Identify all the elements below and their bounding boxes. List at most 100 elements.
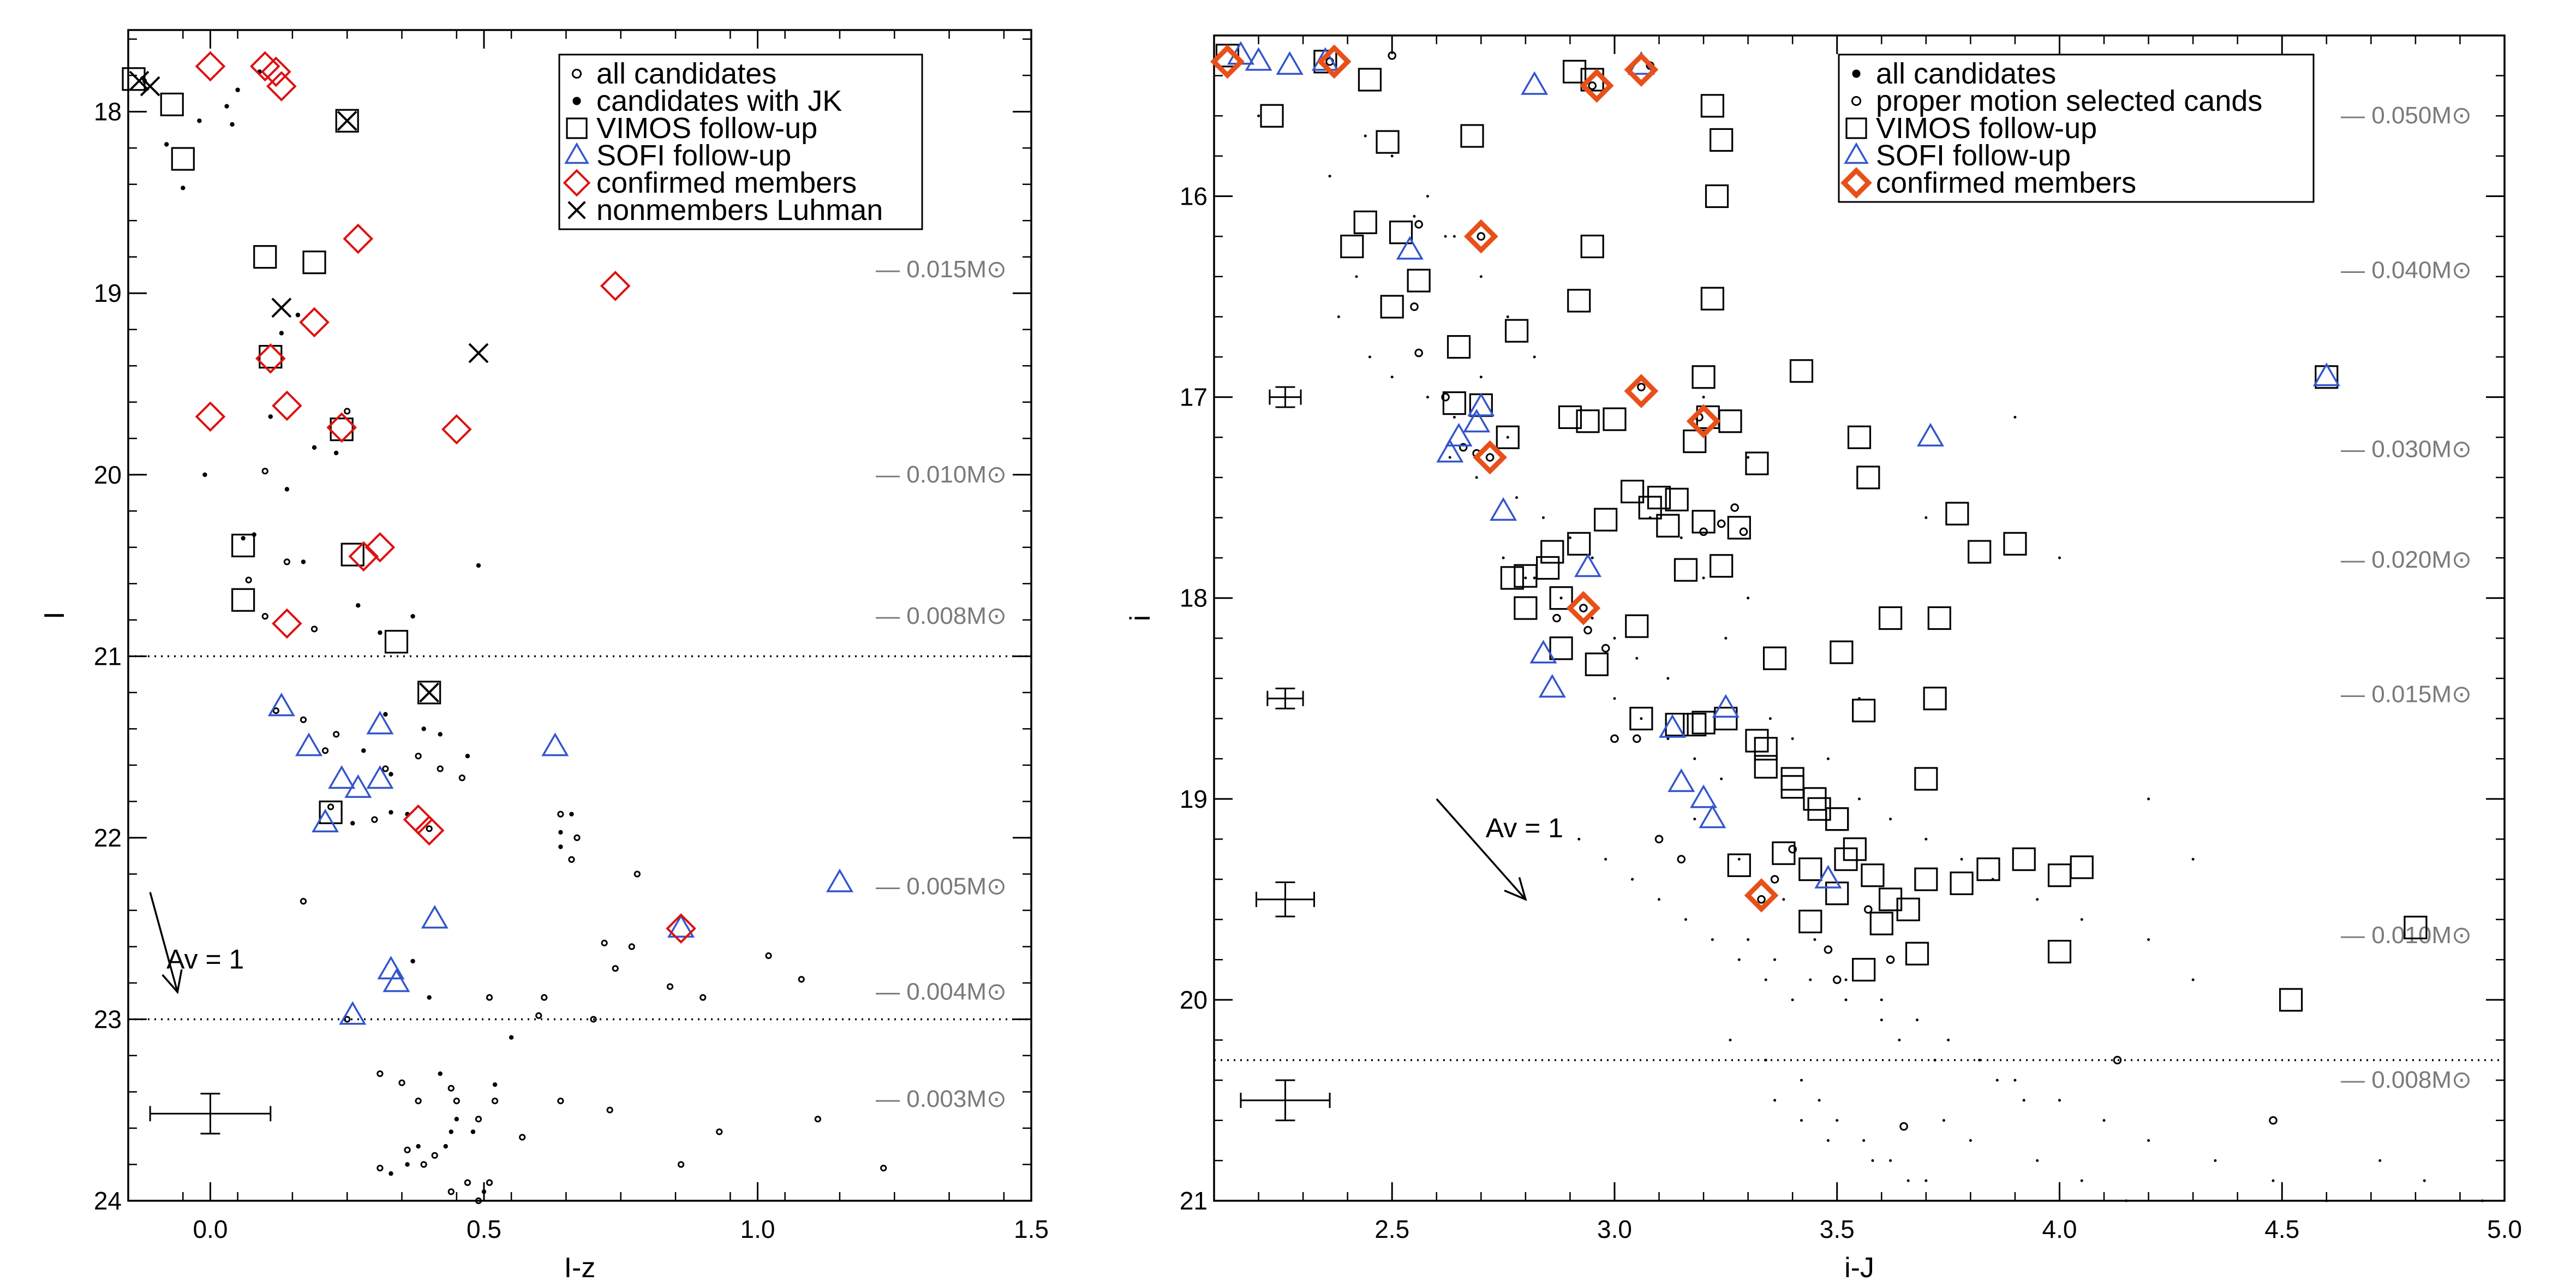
data-point-square-33 — [1856, 466, 1880, 490]
data-point-open-circle-33 — [475, 1116, 482, 1123]
data-point-filled-circle-3 — [1390, 154, 1394, 158]
data-point-filled-circle-12 — [1479, 376, 1483, 379]
data-point-filled-circle-6 — [1355, 275, 1358, 278]
data-point-square-1 — [160, 92, 184, 116]
data-point-triangle-7 — [421, 905, 449, 929]
data-point-open-circle-15 — [327, 803, 334, 811]
data-point-open-circle-43 — [557, 1097, 564, 1105]
data-point-filled-circle-29 — [1747, 597, 1750, 600]
data-point-diamond-13 — [348, 541, 379, 572]
data-point-square-74 — [1620, 479, 1645, 504]
data-point-cross-3 — [271, 297, 292, 318]
series-confirmed-members — [195, 51, 696, 944]
data-point-triangle-legend-3 — [1844, 142, 1869, 164]
data-point-filled-circle-34 — [410, 958, 415, 964]
data-point-filled-circle-93 — [1844, 998, 1848, 1002]
data-point-filled-circle-82 — [1711, 938, 1714, 941]
data-point-filled-circle-107 — [1889, 1159, 1892, 1162]
legend-label: proper motion selected cands — [1876, 85, 2262, 117]
series-sofi-follow-up — [267, 692, 853, 1025]
data-point-open-circle-40 — [491, 1097, 499, 1105]
data-point-square-5 — [302, 251, 326, 275]
data-point-open-circle-21 — [568, 856, 575, 863]
data-point-filled-circle-110 — [1453, 235, 1456, 238]
data-point-square-63 — [1772, 841, 1796, 865]
data-point-filled-circle-22 — [1591, 616, 1594, 620]
data-point-filled-circle-16 — [1515, 496, 1519, 499]
y-tick-label: 19 — [94, 279, 122, 307]
data-point-triangle-9 — [1490, 497, 1517, 521]
data-point-filled-circle-35 — [1889, 818, 1892, 821]
data-point-square-83 — [1585, 652, 1609, 676]
data-point-filled-circle-74 — [1666, 737, 1670, 740]
data-point-open-circle-18 — [1739, 527, 1748, 537]
data-point-open-circle-28 — [1654, 835, 1664, 844]
data-point-open-circle-14 — [300, 898, 307, 905]
data-point-triangle-1 — [295, 732, 323, 756]
y-tick-label: 21 — [1180, 1187, 1208, 1215]
data-point-triangle-22 — [2312, 362, 2340, 386]
data-point-square-16 — [1447, 335, 1471, 359]
data-point-filled-circle-91 — [1773, 958, 1777, 961]
x-tick-label: 4.0 — [2042, 1215, 2077, 1243]
mass-label: — 0.040M⊙ — [2341, 257, 2472, 284]
data-point-square-98 — [1567, 532, 1591, 556]
data-point-open-circle-36 — [415, 1097, 422, 1105]
data-point-square-66 — [1798, 909, 1822, 933]
y-tick-label: 18 — [94, 98, 122, 126]
right-panel: 2.5 3.0 3.5 4.0 4.5 5.0 16 17 18 19 20 21 i-J i — 0.05… — [1125, 34, 2522, 1284]
data-point-triangle-4 — [344, 774, 372, 798]
data-point-square-34 — [1945, 502, 1969, 526]
data-point-triangle-19 — [1712, 694, 1740, 718]
data-point-square-73 — [1594, 508, 1618, 532]
data-point-open-circle-3 — [1410, 302, 1419, 311]
data-point-diamond-legend-4 — [1840, 167, 1872, 199]
data-point-filled-circle-58 — [2325, 1199, 2328, 1202]
data-point-filled-circle-39 — [449, 1129, 453, 1134]
data-point-open-circle-8 — [1459, 443, 1468, 452]
series-nonmembers-luhman — [129, 70, 489, 703]
data-point-filled-circle-1 — [1328, 175, 1331, 178]
data-point-square-8 — [231, 533, 255, 558]
data-point-square-85 — [1665, 712, 1689, 737]
data-point-open-circle-13 — [1601, 644, 1610, 653]
legend-label: VIMOS follow-up — [1876, 112, 2097, 145]
data-point-filled-circle-117 — [1702, 396, 1705, 399]
data-point-square-69 — [1540, 540, 1564, 564]
data-point-open-circle-6 — [1485, 453, 1495, 462]
data-point-diamond-1 — [1317, 44, 1352, 79]
data-point-square-72 — [1673, 558, 1698, 582]
data-point-square-4 — [1376, 130, 1400, 154]
x-tick-label: 3.5 — [1820, 1215, 1855, 1243]
data-point-square-93 — [1869, 911, 1893, 936]
data-point-filled-circle-1 — [164, 142, 169, 147]
data-point-triangle-4 — [1396, 236, 1424, 260]
data-point-open-circle-39 — [453, 1097, 460, 1105]
data-point-filled-circle-112 — [1506, 315, 1509, 318]
series-sofi-follow-up — [1227, 41, 2340, 889]
data-point-filled-circle-76 — [1720, 777, 1723, 780]
data-point-triangle-12 — [1538, 674, 1566, 698]
data-point-diamond-3 — [1624, 52, 1659, 87]
data-point-square-81 — [1762, 646, 1787, 670]
data-point-triangle-20 — [1814, 865, 1842, 889]
legend-box — [558, 53, 923, 230]
data-point-filled-circle-62 — [1773, 1099, 1777, 1102]
x-tick-label: 3.0 — [1597, 1215, 1632, 1243]
data-point-open-circle-28 — [700, 994, 707, 1001]
data-point-square-58 — [2404, 915, 2428, 939]
data-point-open-circle-26 — [1886, 955, 1895, 964]
data-point-open-circle-12 — [1583, 625, 1592, 635]
data-point-filled-circle-11 — [1453, 415, 1456, 419]
data-point-open-circle-32 — [2113, 1056, 2122, 1065]
arrow-head — [162, 969, 183, 994]
data-point-filled-circle-55 — [2147, 1139, 2150, 1142]
x-tick-label: 0.5 — [467, 1215, 501, 1243]
data-point-diamond-12 — [364, 532, 396, 563]
data-point-filled-circle-115 — [1747, 456, 1750, 459]
data-point-open-circle-7 — [1441, 392, 1450, 402]
data-point-filled-circle-15 — [333, 450, 339, 456]
data-point-filled-circle-8 — [1368, 355, 1371, 359]
data-point-filled-circle-17 — [1541, 516, 1545, 519]
data-point-filled-circle-42 — [443, 1144, 448, 1149]
